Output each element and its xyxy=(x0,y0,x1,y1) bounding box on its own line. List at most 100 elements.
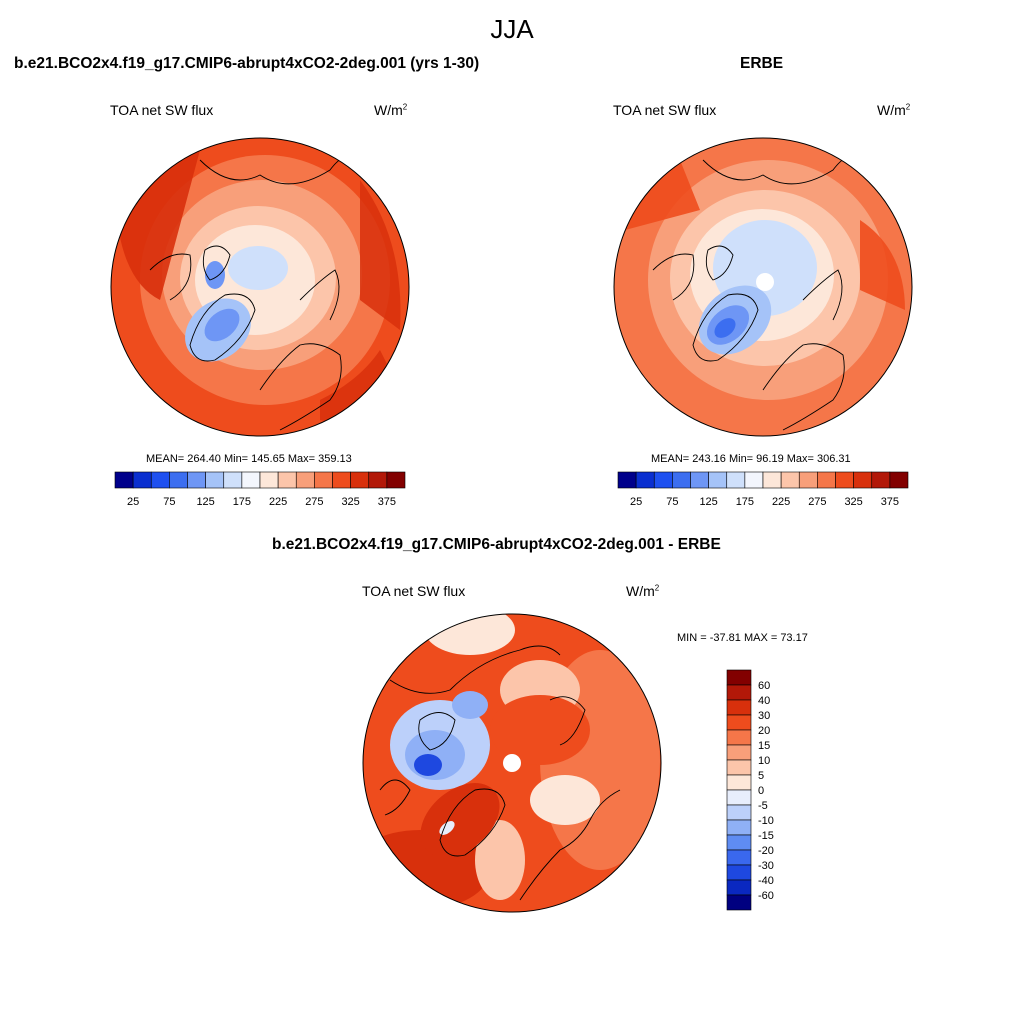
colorbar-box xyxy=(726,864,752,881)
colorbar-tick-label: 15 xyxy=(758,740,770,752)
colorbar-tick-label: 5 xyxy=(758,770,764,782)
colorbar-box xyxy=(332,471,351,489)
colorbar-tick-label: 275 xyxy=(305,496,323,508)
colorbar-box xyxy=(205,471,225,489)
colorbar-box xyxy=(259,471,279,489)
colorbar-tick-label: 375 xyxy=(378,496,396,508)
colorbar-tick-label: 175 xyxy=(233,496,251,508)
colorbar-box xyxy=(635,471,655,489)
colorbar-tick-label: 25 xyxy=(630,496,642,508)
colorbar-tick-label: -60 xyxy=(758,890,774,902)
colorbar-tick-label: 125 xyxy=(699,496,717,508)
colorbar-tick-label: 225 xyxy=(772,496,790,508)
colorbar-box xyxy=(726,804,752,821)
right-colorbar: 25 75 125 175 225 275 325 375 xyxy=(617,471,909,508)
colorbar-box xyxy=(690,471,709,489)
colorbar-box xyxy=(726,744,752,761)
colorbar-box xyxy=(835,471,854,489)
colorbar-box xyxy=(726,789,752,806)
left-polar-map xyxy=(111,138,409,436)
diff-panel-title: b.e21.BCO2x4.f19_g17.CMIP6-abrupt4xCO2-2… xyxy=(272,536,721,553)
colorbar-tick-label: 0 xyxy=(758,785,764,797)
colorbar-box xyxy=(726,894,752,911)
colorbar-tick-label: -15 xyxy=(758,830,774,842)
colorbar-box xyxy=(295,471,315,489)
colorbar-box xyxy=(726,759,752,776)
colorbar-box xyxy=(762,471,782,489)
colorbar-box xyxy=(726,729,752,746)
left-map-border xyxy=(110,137,410,437)
colorbar-tick-label: 40 xyxy=(758,695,770,707)
colorbar-tick-label: 10 xyxy=(758,755,770,767)
right-panel-title: ERBE xyxy=(740,55,784,72)
diff-map-border xyxy=(362,613,662,913)
diff-polar-map xyxy=(363,614,661,912)
colorbar-box xyxy=(744,471,764,489)
colorbar-box xyxy=(368,471,388,489)
right-polar-map xyxy=(614,138,912,436)
colorbar-box xyxy=(726,669,752,686)
colorbar-box xyxy=(241,471,261,489)
colorbar-box xyxy=(150,471,170,489)
colorbar-box xyxy=(726,699,752,716)
colorbar-box xyxy=(708,471,728,489)
colorbar-tick-label: 75 xyxy=(666,496,678,508)
colorbar-box xyxy=(314,471,333,489)
colorbar-box xyxy=(780,471,800,489)
colorbar-box xyxy=(871,471,891,489)
colorbar-tick-label: 175 xyxy=(736,496,754,508)
colorbar-box xyxy=(672,471,691,489)
colorbar-box xyxy=(726,714,752,731)
colorbar-tick-label: 75 xyxy=(163,496,175,508)
colorbar-box xyxy=(386,471,406,489)
left-variable-label: TOA net SW flux xyxy=(110,102,214,118)
colorbar-tick-label: -20 xyxy=(758,845,774,857)
colorbar-box xyxy=(617,471,637,489)
colorbar-box xyxy=(726,471,746,489)
colorbar-box xyxy=(726,849,752,866)
diff-colorbar: 60 40 30 20 15 10 5 0 -5 -10 -15 -20 -30 -40 -60 xyxy=(726,669,774,911)
colorbar-tick-label: 275 xyxy=(808,496,826,508)
colorbar-box xyxy=(187,471,206,489)
left-stats: MEAN= 264.40 Min= 145.65 Max= 359.13 xyxy=(146,453,352,465)
right-map-border xyxy=(613,137,913,437)
colorbar-box xyxy=(853,471,873,489)
colorbar-box xyxy=(726,834,752,851)
diff-stats: MIN = -37.81 MAX = 73.17 xyxy=(677,632,808,644)
figure-title: JJA xyxy=(490,14,534,44)
colorbar-box xyxy=(817,471,836,489)
colorbar-tick-label: 325 xyxy=(341,496,359,508)
colorbar-box xyxy=(726,684,752,701)
colorbar-tick-label: -5 xyxy=(758,800,768,812)
right-units-label: W/m2 xyxy=(877,102,911,118)
colorbar-box xyxy=(653,471,673,489)
colorbar-tick-label: 25 xyxy=(127,496,139,508)
colorbar-box xyxy=(277,471,297,489)
left-panel-title: b.e21.BCO2x4.f19_g17.CMIP6-abrupt4xCO2-2… xyxy=(14,55,480,72)
colorbar-tick-label: 20 xyxy=(758,725,770,737)
colorbar-tick-label: -40 xyxy=(758,875,774,887)
colorbar-box xyxy=(726,819,752,836)
colorbar-box xyxy=(798,471,818,489)
colorbar-tick-label: 325 xyxy=(844,496,862,508)
colorbar-box xyxy=(114,471,134,489)
colorbar-box xyxy=(169,471,188,489)
left-units-label: W/m2 xyxy=(374,102,408,118)
colorbar-box xyxy=(889,471,909,489)
right-stats: MEAN= 243.16 Min= 96.19 Max= 306.31 xyxy=(651,453,851,465)
colorbar-tick-label: 30 xyxy=(758,710,770,722)
colorbar-box xyxy=(132,471,152,489)
colorbar-tick-label: 60 xyxy=(758,680,770,692)
colorbar-tick-label: 125 xyxy=(196,496,214,508)
right-variable-label: TOA net SW flux xyxy=(613,102,717,118)
colorbar-tick-label: -30 xyxy=(758,860,774,872)
colorbar-tick-label: -10 xyxy=(758,815,774,827)
left-colorbar: 25 75 125 175 225 275 325 375 xyxy=(114,471,406,508)
diff-units-label: W/m2 xyxy=(626,583,660,599)
colorbar-box xyxy=(726,774,752,791)
colorbar-box xyxy=(223,471,243,489)
diff-variable-label: TOA net SW flux xyxy=(362,583,466,599)
colorbar-tick-label: 375 xyxy=(881,496,899,508)
colorbar-box xyxy=(350,471,370,489)
